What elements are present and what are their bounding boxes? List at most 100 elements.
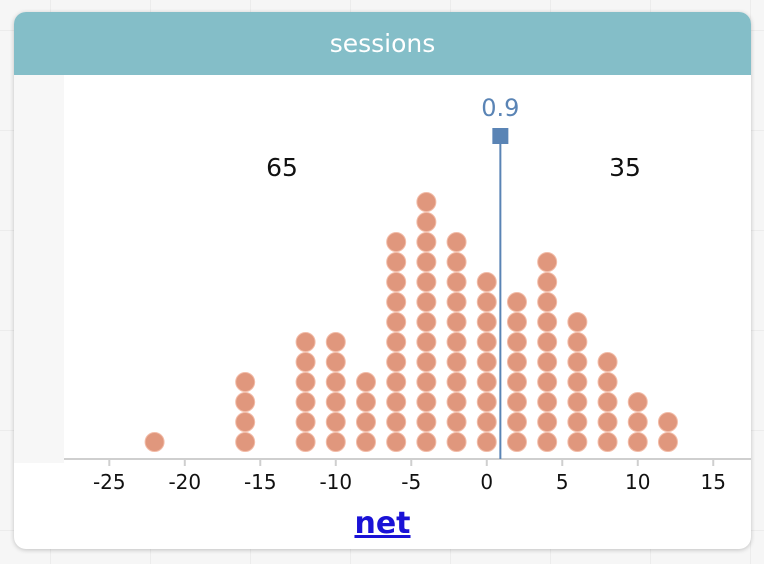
data-dot[interactable] — [295, 412, 316, 432]
data-dot[interactable] — [567, 392, 588, 412]
data-dot[interactable] — [567, 352, 588, 372]
data-dot[interactable] — [235, 372, 256, 392]
card-title[interactable]: sessions — [14, 12, 751, 75]
data-dot[interactable] — [235, 432, 256, 452]
data-dot[interactable] — [386, 312, 407, 332]
data-dot[interactable] — [295, 372, 316, 392]
data-dot[interactable] — [446, 272, 467, 292]
data-dot[interactable] — [386, 272, 407, 292]
data-dot[interactable] — [597, 372, 618, 392]
data-dot[interactable] — [567, 332, 588, 352]
data-dot[interactable] — [567, 412, 588, 432]
data-dot[interactable] — [476, 312, 497, 332]
data-dot[interactable] — [627, 412, 648, 432]
data-dot[interactable] — [416, 272, 437, 292]
data-dot[interactable] — [567, 372, 588, 392]
data-dot[interactable] — [446, 412, 467, 432]
data-dot[interactable] — [657, 432, 678, 452]
data-dot[interactable] — [627, 392, 648, 412]
data-dot[interactable] — [235, 412, 256, 432]
data-dot[interactable] — [657, 412, 678, 432]
data-dot[interactable] — [476, 272, 497, 292]
data-dot[interactable] — [476, 412, 497, 432]
data-dot[interactable] — [416, 192, 437, 212]
data-dot[interactable] — [476, 292, 497, 312]
data-dot[interactable] — [506, 352, 527, 372]
data-dot[interactable] — [295, 432, 316, 452]
data-dot[interactable] — [537, 312, 558, 332]
data-dot[interactable] — [355, 432, 376, 452]
data-dot[interactable] — [446, 232, 467, 252]
data-dot[interactable] — [597, 392, 618, 412]
data-dot[interactable] — [416, 412, 437, 432]
data-dot[interactable] — [537, 392, 558, 412]
x-axis-attribute-link[interactable]: net — [354, 506, 411, 541]
data-dot[interactable] — [476, 332, 497, 352]
data-dot[interactable] — [506, 392, 527, 412]
data-dot[interactable] — [537, 412, 558, 432]
data-dot[interactable] — [144, 432, 165, 452]
data-dot[interactable] — [416, 232, 437, 252]
data-dot[interactable] — [355, 392, 376, 412]
data-dot[interactable] — [476, 352, 497, 372]
data-dot[interactable] — [537, 352, 558, 372]
data-dot[interactable] — [325, 352, 346, 372]
data-dot[interactable] — [446, 332, 467, 352]
data-dot[interactable] — [446, 352, 467, 372]
data-dot[interactable] — [386, 352, 407, 372]
data-dot[interactable] — [506, 312, 527, 332]
data-dot[interactable] — [446, 432, 467, 452]
data-dot[interactable] — [537, 272, 558, 292]
graph-card[interactable]: sessions -25 -20 -15 -10 -5 0 5 10 15 65 35 0.9 … — [14, 12, 751, 549]
data-dot[interactable] — [476, 372, 497, 392]
data-dot[interactable] — [416, 372, 437, 392]
data-dot[interactable] — [416, 252, 437, 272]
data-dot[interactable] — [325, 412, 346, 432]
data-dot[interactable] — [416, 312, 437, 332]
data-dot[interactable] — [506, 372, 527, 392]
data-dot[interactable] — [537, 432, 558, 452]
data-dot[interactable] — [355, 372, 376, 392]
data-dot[interactable] — [295, 392, 316, 412]
data-dot[interactable] — [537, 372, 558, 392]
data-dot[interactable] — [446, 392, 467, 412]
data-dot[interactable] — [446, 372, 467, 392]
data-dot[interactable] — [627, 432, 648, 452]
data-dot[interactable] — [506, 332, 527, 352]
data-dot[interactable] — [506, 432, 527, 452]
data-dot[interactable] — [325, 372, 346, 392]
data-dot[interactable] — [446, 312, 467, 332]
data-dot[interactable] — [416, 392, 437, 412]
data-dot[interactable] — [295, 332, 316, 352]
data-dot[interactable] — [537, 332, 558, 352]
data-dot[interactable] — [386, 432, 407, 452]
data-dot[interactable] — [325, 332, 346, 352]
data-dot[interactable] — [325, 392, 346, 412]
data-dot[interactable] — [537, 252, 558, 272]
data-dot[interactable] — [235, 392, 256, 412]
data-dot[interactable] — [295, 352, 316, 372]
data-dot[interactable] — [446, 292, 467, 312]
data-dot[interactable] — [416, 292, 437, 312]
data-dot[interactable] — [386, 332, 407, 352]
data-dot[interactable] — [476, 432, 497, 452]
data-dot[interactable] — [567, 432, 588, 452]
data-dot[interactable] — [386, 252, 407, 272]
data-dot[interactable] — [597, 432, 618, 452]
data-dot[interactable] — [567, 312, 588, 332]
data-dot[interactable] — [386, 412, 407, 432]
data-dot[interactable] — [325, 432, 346, 452]
data-dot[interactable] — [416, 432, 437, 452]
data-dot[interactable] — [506, 292, 527, 312]
data-dot[interactable] — [537, 292, 558, 312]
data-dot[interactable] — [386, 392, 407, 412]
data-dot[interactable] — [416, 332, 437, 352]
movable-value-handle[interactable] — [492, 128, 509, 144]
data-dot[interactable] — [416, 352, 437, 372]
data-dot[interactable] — [386, 232, 407, 252]
data-dot[interactable] — [386, 372, 407, 392]
data-dot[interactable] — [355, 412, 376, 432]
data-dot[interactable] — [597, 352, 618, 372]
data-dot[interactable] — [446, 252, 467, 272]
data-dot[interactable] — [506, 412, 527, 432]
